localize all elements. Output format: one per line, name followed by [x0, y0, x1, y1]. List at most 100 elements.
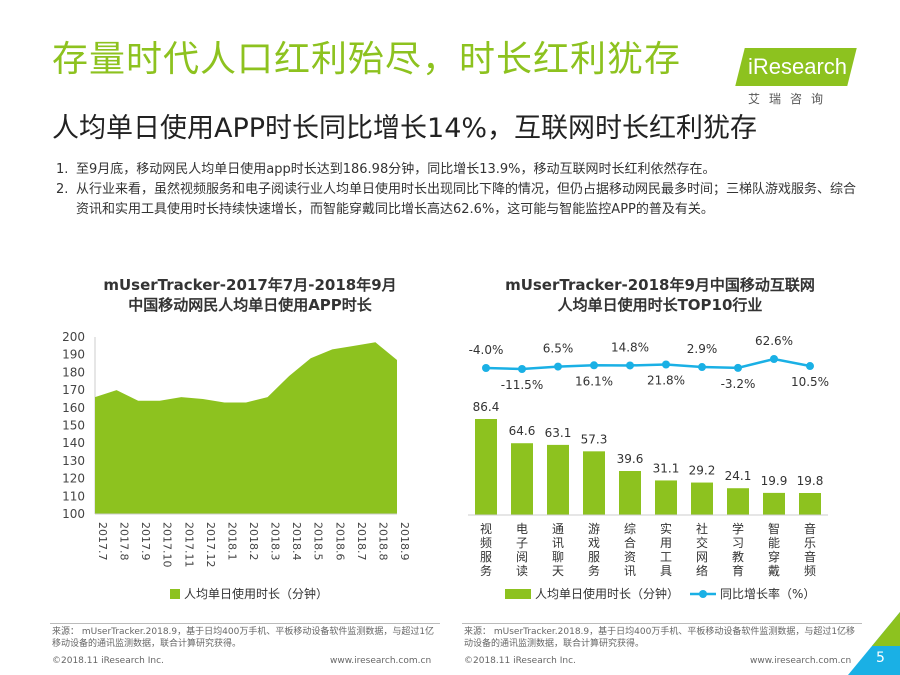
- right-chart-growth-point: [590, 361, 598, 370]
- right-chart-category-label-char: 网: [696, 550, 708, 564]
- right-chart-bar-label: 64.6: [509, 424, 536, 438]
- corner-decoration-green: [872, 612, 900, 646]
- footer-divider-left: [50, 623, 440, 624]
- right-chart-growth-point: [734, 363, 742, 372]
- right-chart-growth-point: [698, 363, 706, 372]
- right-chart-category-label-char: 读: [516, 564, 528, 578]
- copyright-right: ©2018.11 iResearch Inc.: [464, 656, 576, 666]
- right-chart-bar: [511, 443, 533, 515]
- right-chart-bar-label: 86.4: [473, 400, 500, 414]
- logo-chinese: 艾瑞咨询: [748, 92, 833, 106]
- source-note-right: 来源： mUserTracker.2018.9，基于日均400万手机、平板移动设…: [464, 627, 856, 649]
- right-chart-category-label-char: 频: [480, 536, 492, 550]
- footer-divider-right: [462, 623, 862, 624]
- left-chart-y-tick-label: 200: [62, 330, 85, 344]
- right-chart-category-label-char: 社: [696, 521, 708, 536]
- right-chart-category-label-char: 阅: [516, 550, 528, 564]
- right-chart-bar: [583, 451, 605, 515]
- right-chart-category-label-char: 务: [588, 563, 600, 578]
- left-chart-x-tick-label: 2018.7: [355, 522, 368, 561]
- left-chart-legend-label: 人均单日使用时长（分钟）: [184, 586, 328, 601]
- left-chart-x-tick-label: 2017.8: [118, 522, 131, 561]
- right-chart-category-label-char: 子: [516, 536, 528, 550]
- right-chart-title-line2: 人均单日使用时长TOP10行业: [557, 296, 763, 314]
- left-chart-x-tick-label: 2017.12: [204, 522, 217, 568]
- right-chart-bar-label: 19.9: [761, 474, 788, 488]
- left-chart-x-tick-label: 2018.3: [269, 522, 282, 561]
- right-chart-bar: [475, 419, 497, 515]
- right-chart-category-label-char: 聊: [552, 550, 564, 564]
- key-point-text: 从行业来看，虽然视频服务和电子阅读行业人均单日使用时长出现同比下降的情况，但仍占…: [76, 182, 857, 217]
- left-chart-x-tick-label: 2018.4: [290, 522, 303, 561]
- right-chart-bar-label: 19.8: [797, 474, 824, 488]
- right-chart-growth-label: 14.8%: [611, 340, 649, 354]
- right-chart-category-label-char: 教: [732, 549, 744, 564]
- page-title: 存量时代人口红利殆尽，时长红利犹存: [52, 39, 682, 80]
- right-chart-category-label-char: 实: [660, 521, 672, 536]
- left-chart-y-tick-label: 170: [62, 383, 85, 397]
- source-note-left: 来源： mUserTracker.2018.9，基于日均400万手机、平板移动设…: [52, 627, 435, 649]
- right-chart-category-label-char: 戴: [768, 563, 780, 578]
- left-chart-x-tick-label: 2018.6: [333, 522, 346, 561]
- right-chart-bar-label: 63.1: [545, 426, 572, 440]
- right-chart-category-label-char: 工: [660, 550, 672, 564]
- key-point: 2. 从行业来看，虽然视频服务和电子阅读行业人均单日使用时长出现同比下降的情况，…: [56, 180, 856, 220]
- right-chart-growth-label: 6.5%: [543, 342, 574, 356]
- right-chart-category-label-char: 频: [804, 564, 816, 578]
- url-left: www.iresearch.com.cn: [330, 656, 432, 666]
- right-chart-bar: [547, 444, 569, 515]
- right-chart-bar: [691, 482, 713, 515]
- left-chart-legend-swatch: [170, 589, 180, 599]
- left-chart-y-tick-label: 150: [62, 419, 85, 433]
- left-chart-x-tick-label: 2017.10: [161, 522, 174, 568]
- right-chart-category-label-char: 天: [552, 564, 564, 578]
- right-chart-growth-point: [770, 355, 778, 363]
- right-chart-growth-line: [485, 357, 811, 371]
- left-chart-title-line2: 中国移动网民人均单日使用APP时长: [128, 296, 372, 314]
- right-chart-bar: [619, 471, 641, 515]
- right-chart-category-label-char: 讯: [552, 536, 564, 550]
- right-chart-bar-label: 57.3: [581, 432, 608, 446]
- left-chart-y-tick-label: 120: [62, 472, 85, 486]
- key-point-number: 2.: [56, 182, 69, 197]
- corner-decoration-blue: [848, 612, 900, 675]
- right-chart-bar: [763, 492, 785, 515]
- right-chart-category-label-char: 能: [768, 536, 780, 550]
- left-chart-y-tick-label: 180: [62, 365, 85, 379]
- logo-word: iResearch: [748, 54, 848, 79]
- right-chart-category-label-char: 通: [552, 522, 564, 536]
- left-chart-x-tick-label: 2017.7: [96, 522, 109, 561]
- page-subtitle: 人均单日使用APP时长同比增长14%，互联网时长红利犹存: [52, 113, 758, 144]
- copyright-left: ©2018.11 iResearch Inc.: [52, 656, 164, 666]
- right-chart-bar: [799, 493, 821, 515]
- right-chart-title-line1: mUserTracker-2018年9月中国移动互联网: [505, 276, 815, 294]
- right-chart-category-label-char: 音: [804, 549, 816, 564]
- left-chart-y-tick-label: 190: [62, 348, 85, 362]
- left-chart-x-tick-label: 2017.11: [182, 522, 195, 568]
- right-chart-growth-label: 2.9%: [687, 342, 718, 356]
- right-chart-legend-line-label: 同比增长率（%）: [720, 586, 815, 601]
- right-chart-category-label-char: 戏: [588, 536, 600, 550]
- right-chart-growth-point: [806, 362, 814, 371]
- url-right: www.iresearch.com.cn: [750, 656, 852, 666]
- right-chart-category-label-char: 讯: [624, 564, 636, 578]
- left-chart-x-tick-label: 2017.9: [139, 522, 152, 561]
- left-chart-y-tick-label: 130: [62, 454, 85, 468]
- right-chart-growth-label: 16.1%: [575, 374, 613, 388]
- right-chart-growth-point: [626, 361, 634, 370]
- left-chart-y-tick-label: 110: [62, 489, 85, 503]
- right-chart-category-label-char: 智: [768, 521, 780, 536]
- left-chart-x-tick-label: 2018.5: [312, 522, 325, 561]
- right-chart-legend-bar-swatch: [505, 589, 531, 599]
- right-chart-category-label-char: 合: [624, 535, 636, 550]
- key-point-text: 至9月底，移动网民人均单日使用app时长达到186.98分钟，同比增长13.9%…: [76, 162, 716, 177]
- right-chart-growth-label: 21.8%: [647, 374, 685, 388]
- right-chart-category-label-char: 育: [732, 563, 744, 578]
- right-chart-growth-label: -11.5%: [501, 378, 543, 392]
- left-chart-x-tick-label: 2018.2: [247, 522, 260, 561]
- right-chart-growth-point: [662, 360, 670, 369]
- right-chart-growth-point: [554, 362, 562, 371]
- right-chart-legend-bar-label: 人均单日使用时长（分钟）: [535, 586, 679, 601]
- key-point: 1. 至9月底，移动网民人均单日使用app时长达到186.98分钟，同比增长13…: [56, 160, 856, 180]
